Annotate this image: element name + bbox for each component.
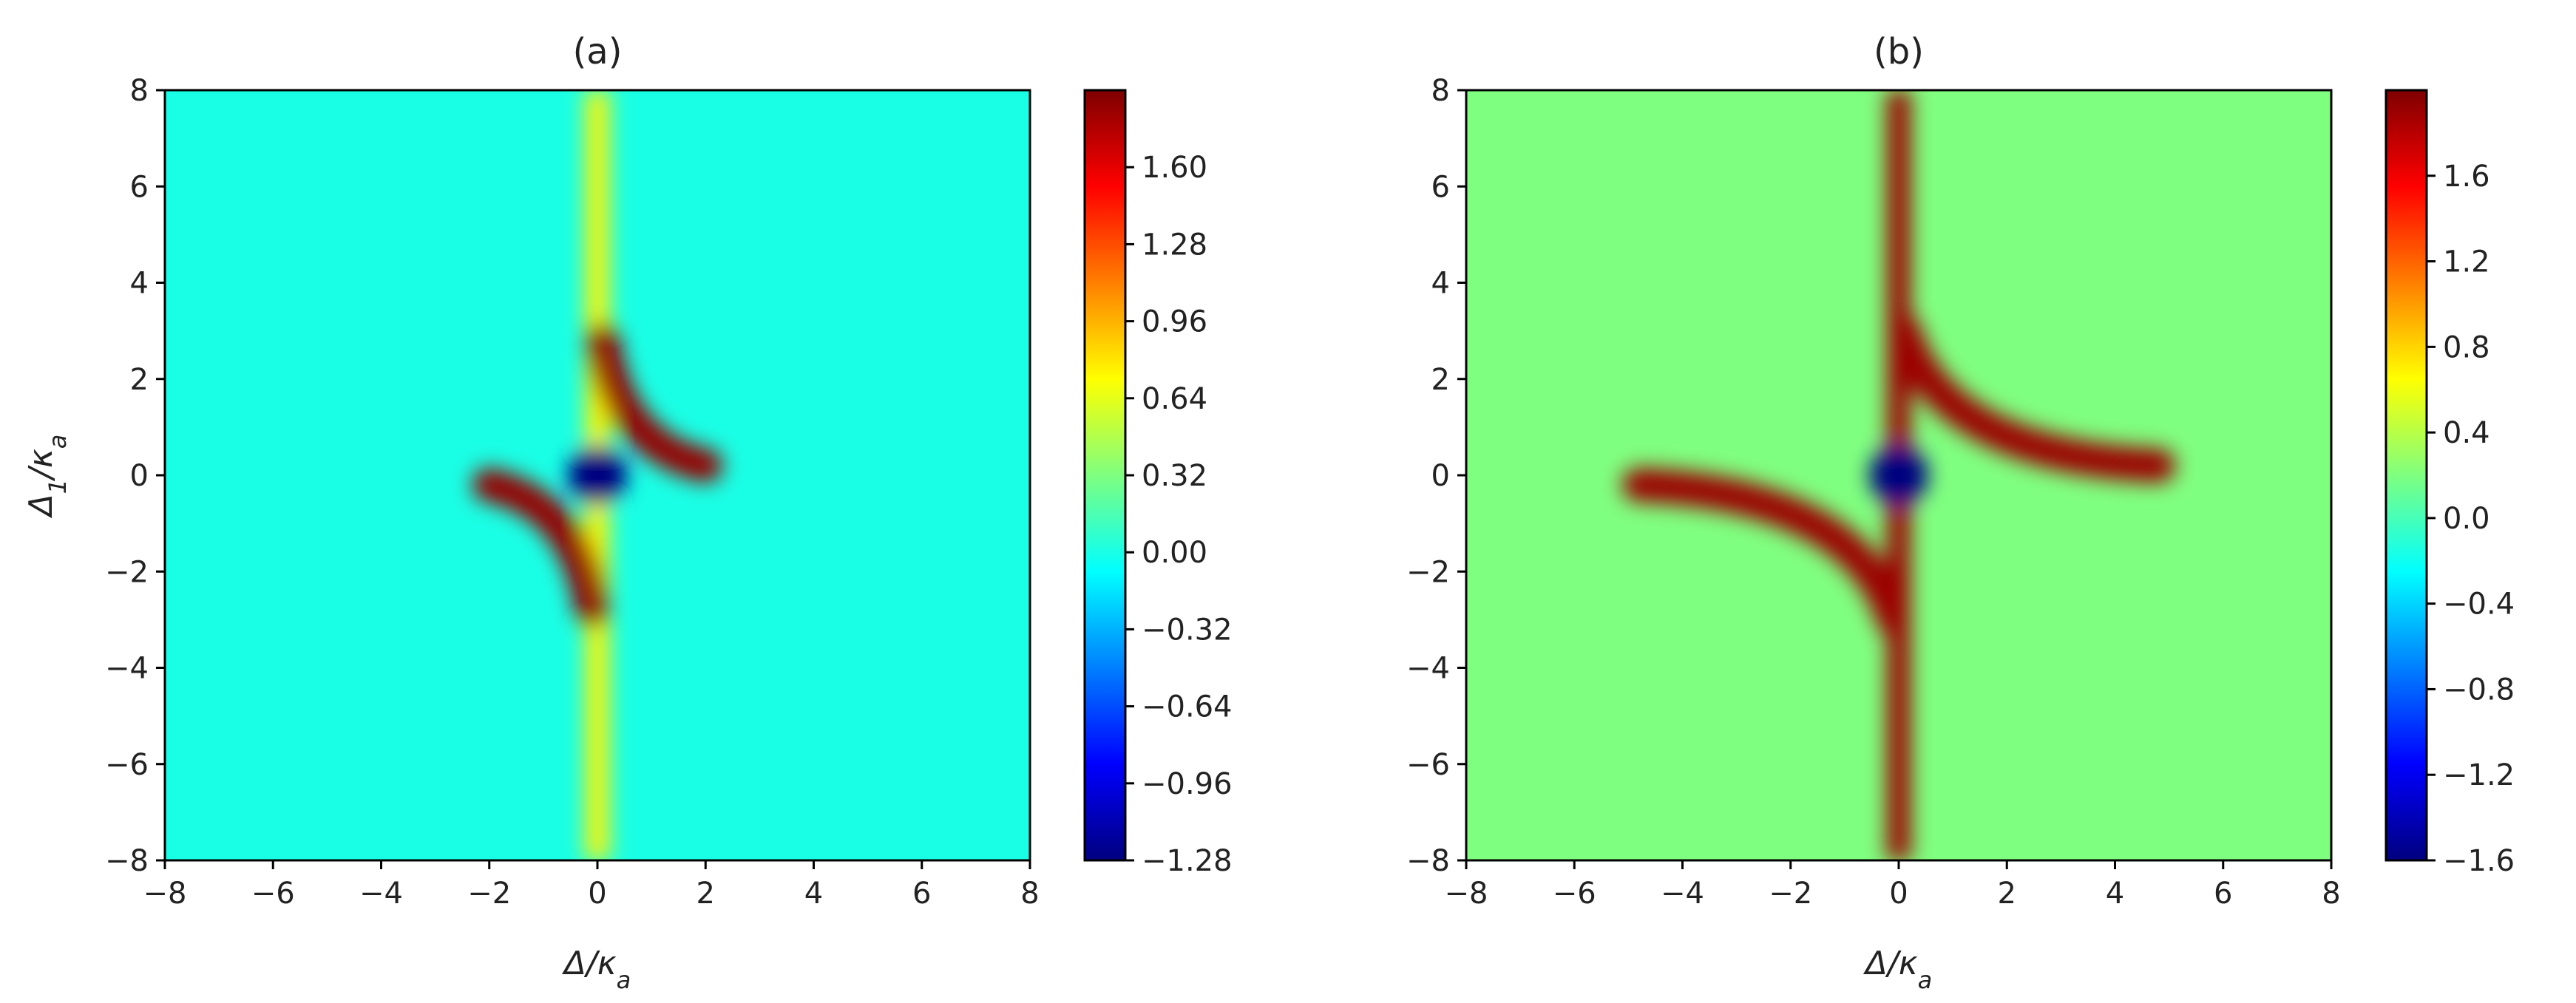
panel-a-x-ticks: −8 −6 −4 −2 0 2 4 6 8 — [143, 860, 1040, 911]
x-tick-label: −6 — [1553, 877, 1596, 911]
y-tick-label: 2 — [130, 363, 149, 397]
panel-b-y-ticks: −8 −6 −4 −2 0 2 4 6 8 — [1406, 74, 1466, 878]
x-tick-label: 4 — [2106, 877, 2124, 911]
panel-b-dip-4 — [1869, 446, 1928, 505]
y-tick-label: −8 — [1406, 844, 1450, 878]
y-tick-label: 6 — [1431, 170, 1450, 204]
colorbar-tick-label: −0.8 — [2443, 673, 2515, 707]
y-tick-label: 6 — [130, 170, 149, 204]
panel-b: (b) −8 −6 −4 −2 0 2 4 6 8 −8 −6 −4 −2 0 2 4 6 8 Δ/κa 1.6… — [1406, 31, 2515, 994]
colorbar-tick-label: 0.32 — [1142, 459, 1207, 493]
x-tick-label: −8 — [1445, 877, 1488, 911]
colorbar-tick-label: 0.96 — [1142, 305, 1207, 339]
colorbar-tick-label: −1.2 — [2443, 758, 2515, 792]
x-tick-label: 0 — [588, 877, 606, 911]
x-tick-label: 2 — [1998, 877, 2016, 911]
panel-b-band-1 — [1887, 499, 1911, 860]
panel-a-title: (a) — [573, 31, 623, 72]
panel-a-y-ticks: −8 −6 −4 −2 0 2 4 6 8 — [105, 74, 165, 878]
y-tick-label: −6 — [105, 748, 149, 782]
panel-b-band-0 — [1887, 90, 1911, 452]
colorbar-tick-label: −0.96 — [1142, 767, 1233, 801]
y-tick-label: 4 — [1431, 267, 1450, 301]
y-tick-label: −2 — [105, 555, 149, 589]
x-tick-label: 8 — [1020, 877, 1039, 911]
x-tick-label: −2 — [467, 877, 511, 911]
panel-a-colorbar — [1083, 89, 1127, 862]
panel-b-arc-2 — [1887, 313, 2175, 483]
panel-b-x-ticks: −8 −6 −4 −2 0 2 4 6 8 — [1445, 860, 2341, 911]
y-tick-label: 0 — [1431, 459, 1450, 493]
y-tick-label: −4 — [105, 652, 149, 686]
panel-a-arc-2 — [472, 468, 609, 628]
panel-a-y-label: Δ1/κa — [22, 435, 72, 519]
x-tick-label: 0 — [1889, 877, 1908, 911]
y-tick-label: 8 — [130, 74, 149, 108]
panel-b-title: (b) — [1874, 31, 1924, 72]
x-tick-label: 6 — [2214, 877, 2232, 911]
colorbar-tick-label: −1.6 — [2443, 844, 2515, 878]
x-tick-label: −4 — [1661, 877, 1704, 911]
panel-b-colorbar-ticks: 1.6 1.2 0.8 0.4 0.0 −0.4 −0.8 −1.2 −1.6 — [2427, 160, 2515, 878]
panel-b-colorbar — [2385, 89, 2428, 862]
y-tick-label: 8 — [1431, 74, 1450, 108]
colorbar-tick-label: 0.00 — [1142, 536, 1207, 570]
colorbar-tick-label: −0.32 — [1142, 613, 1233, 647]
y-tick-label: −8 — [105, 844, 149, 878]
x-tick-label: 6 — [912, 877, 931, 911]
x-tick-label: 8 — [2322, 877, 2340, 911]
y-tick-label: −6 — [1406, 748, 1450, 782]
panel-b-heatmap-features — [1622, 90, 2175, 860]
colorbar-tick-label: −0.4 — [2443, 588, 2515, 622]
colorbar-tick-label: −1.28 — [1142, 844, 1233, 878]
colorbar-tick-label: 0.64 — [1142, 382, 1207, 416]
x-tick-label: −2 — [1769, 877, 1812, 911]
x-tick-label: −6 — [251, 877, 295, 911]
colorbar-tick-label: 1.28 — [1142, 228, 1207, 262]
colorbar-tick-label: 1.60 — [1142, 151, 1207, 185]
y-tick-label: 0 — [130, 459, 149, 493]
panel-a-arc-1 — [586, 323, 723, 483]
panel-a: (a) −8 −6 −4 −2 0 2 4 6 8 −8 −6 −4 −2 0 2 4 6 8 Δ/κa Δ1/… — [22, 31, 1233, 994]
colorbar-tick-label: 0.4 — [2443, 416, 2490, 450]
x-tick-label: 2 — [696, 877, 715, 911]
colorbar-tick-label: 1.2 — [2443, 245, 2490, 279]
panel-a-x-label: Δ/κa — [562, 945, 631, 994]
panel-b-arc-3 — [1622, 468, 1911, 637]
y-tick-label: 4 — [130, 267, 149, 301]
x-tick-label: −8 — [143, 877, 187, 911]
panel-b-x-label: Δ/κa — [1863, 945, 1932, 994]
y-tick-label: −4 — [1406, 652, 1450, 686]
x-tick-label: 4 — [804, 877, 823, 911]
colorbar-tick-label: −0.64 — [1142, 690, 1233, 724]
panel-a-dip-3 — [568, 446, 627, 505]
colorbar-tick-label: 1.6 — [2443, 160, 2490, 194]
panel-a-colorbar-ticks: 1.60 1.28 0.96 0.64 0.32 0.00 −0.32 −0.64 −0.96 −… — [1125, 151, 1233, 878]
colorbar-tick-label: 0.8 — [2443, 330, 2490, 364]
panel-a-heatmap-features — [472, 90, 723, 860]
y-tick-label: 2 — [1431, 363, 1450, 397]
x-tick-label: −4 — [359, 877, 403, 911]
y-tick-label: −2 — [1406, 555, 1450, 589]
colorbar-tick-label: 0.0 — [2443, 502, 2490, 536]
